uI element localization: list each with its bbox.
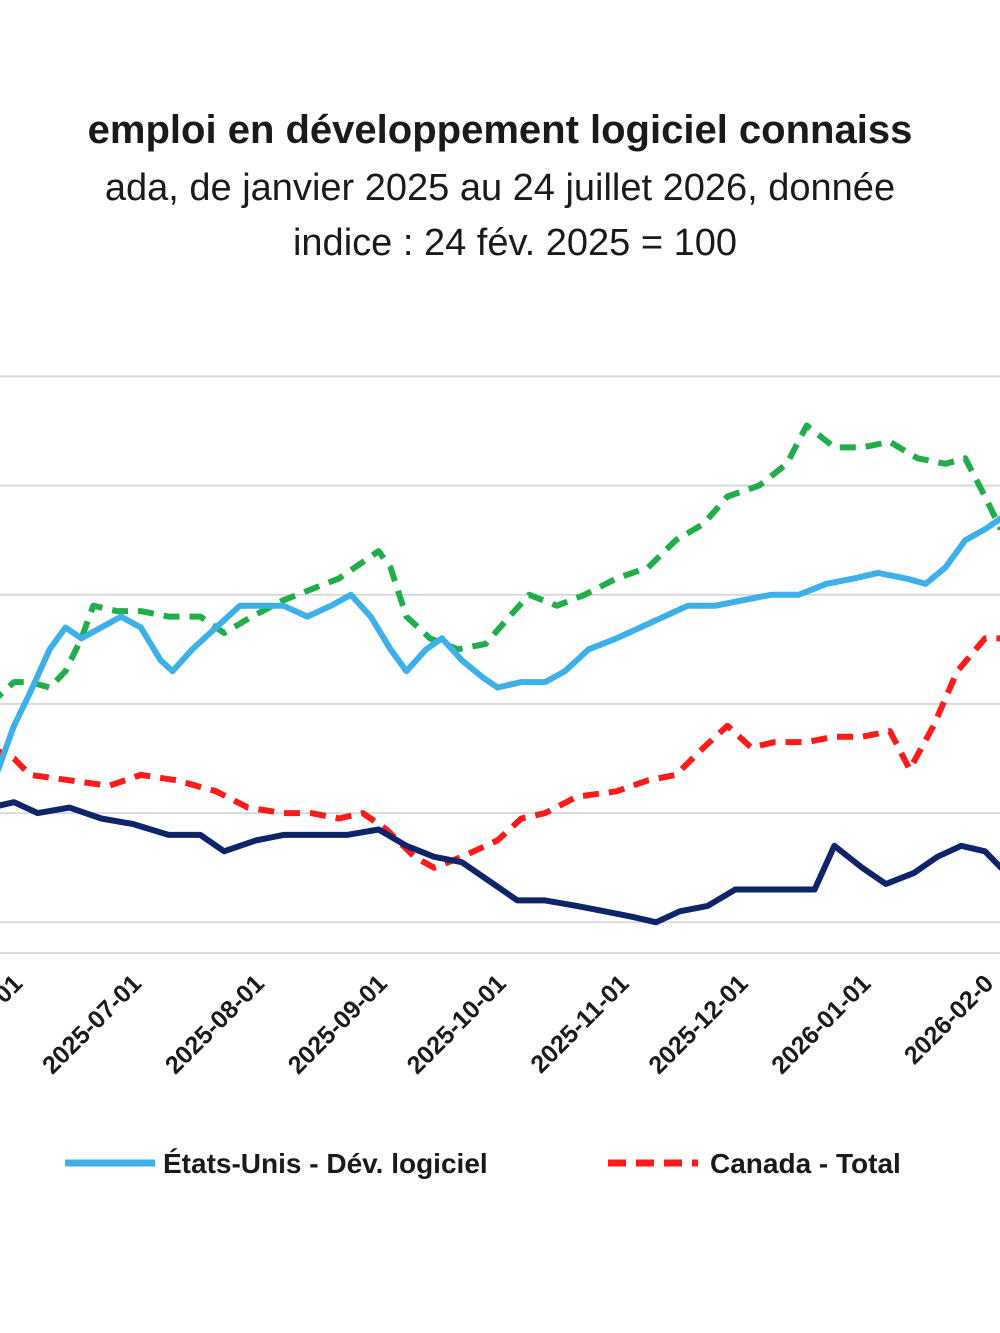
x-tick-label: 2025-08-01 — [160, 969, 270, 1079]
plot-area — [0, 422, 1000, 926]
x-tick-label: 2026-02-0 — [899, 969, 999, 1069]
gridlines — [0, 375, 1000, 954]
legend-label-us-dev: États-Unis - Dév. logiciel — [163, 1148, 488, 1179]
x-axis-ticks: 6-01 2025-07-01 2025-08-01 2025-09-01 2025-1… — [0, 969, 999, 1079]
series-line-2 — [0, 422, 1000, 699]
x-tick-label: 6-01 — [0, 969, 28, 1024]
x-tick-label: 2026-01-01 — [766, 969, 876, 1079]
chart-title: emploi en développement logiciel connais… — [88, 108, 913, 152]
series-line-0 — [0, 515, 1000, 774]
chart-subtitle-line2: indice : 24 fév. 2025 = 100 — [293, 222, 737, 264]
x-tick-label: 2025-12-01 — [643, 969, 753, 1079]
chart-subtitle-line1: ada, de janvier 2025 au 24 juillet 2026,… — [105, 167, 895, 209]
series-line-1 — [0, 635, 1000, 871]
x-tick-label: 2025-09-01 — [283, 969, 393, 1079]
legend: États-Unis - Dév. logiciel Canada - Tota… — [65, 1148, 901, 1179]
legend-label-canada-total: Canada - Total — [710, 1148, 901, 1179]
series-line-3 — [0, 799, 1000, 926]
x-tick-label: 2025-07-01 — [37, 969, 147, 1079]
x-tick-label: 2025-11-01 — [525, 969, 634, 1078]
x-tick-label: 2025-10-01 — [402, 969, 512, 1079]
